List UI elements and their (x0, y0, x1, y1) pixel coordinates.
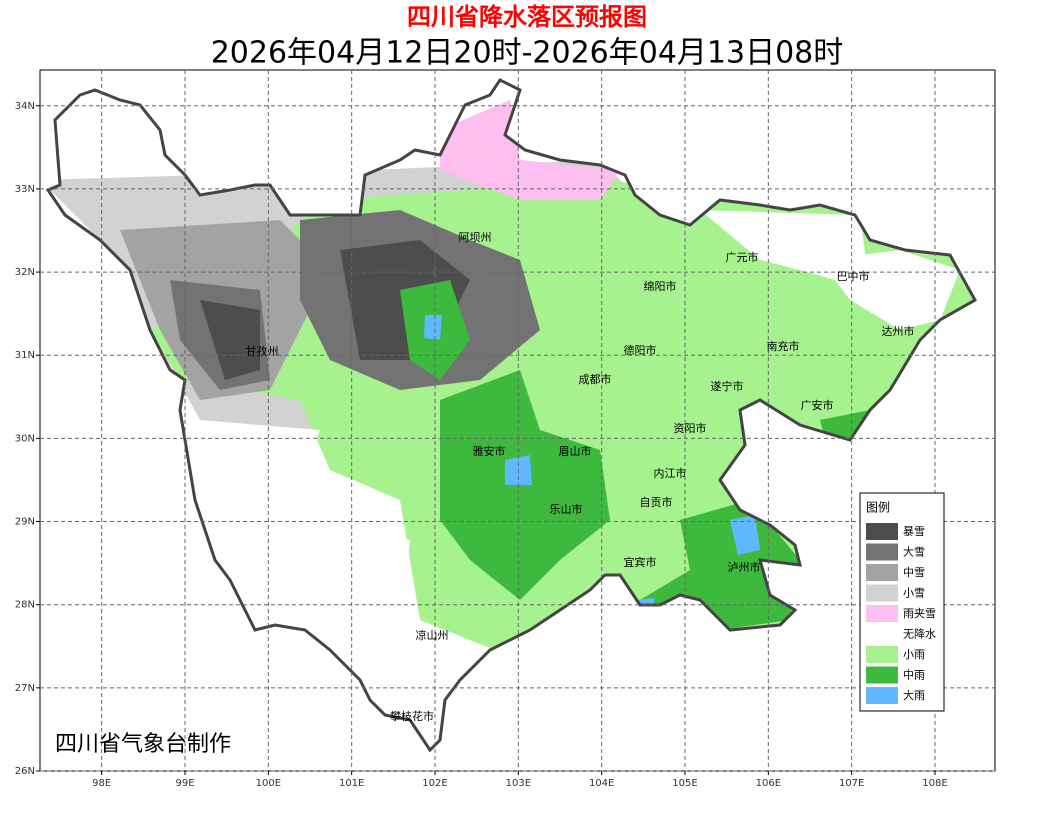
city-label: 成都市 (579, 372, 612, 386)
city-label: 甘孜州 (246, 344, 279, 358)
x-tick-label: 99E (175, 778, 194, 789)
y-tick-label: 26N (15, 766, 35, 777)
x-tick-label: 98E (92, 778, 111, 789)
legend-swatch (866, 605, 898, 622)
legend-swatch (866, 584, 898, 602)
x-tick-label: 100E (256, 778, 281, 789)
legend-label: 中雪 (903, 566, 925, 579)
city-label: 绵阳市 (644, 279, 677, 293)
legend-label: 中雨 (903, 669, 925, 682)
city-label: 达州市 (882, 324, 915, 338)
y-tick-label: 30N (15, 433, 35, 444)
y-tick-label: 32N (15, 267, 35, 278)
city-label: 内江市 (654, 466, 687, 480)
city-label: 巴中市 (837, 269, 870, 283)
legend-swatch (866, 543, 898, 561)
city-label: 乐山市 (550, 502, 583, 516)
legend-swatch (866, 523, 898, 540)
x-tick-label: 107E (839, 778, 864, 789)
x-tick-label: 103E (506, 778, 531, 789)
legend-swatch (866, 564, 898, 581)
x-tick-label: 104E (589, 778, 614, 789)
legend-label: 大雨 (903, 688, 925, 702)
legend-label: 大雪 (903, 545, 925, 559)
y-tick-label: 34N (15, 101, 35, 112)
x-tick-label: 101E (339, 778, 364, 789)
x-tick-label: 105E (672, 778, 697, 789)
y-tick-label: 29N (15, 517, 35, 528)
credit: 四川省气象台制作 (55, 732, 231, 757)
city-label: 泸州市 (728, 560, 761, 574)
y-tick-label: 31N (15, 350, 35, 361)
y-tick-label: 27N (15, 683, 35, 694)
legend-swatch (866, 646, 898, 663)
city-label: 南充市 (767, 339, 800, 353)
city-label: 资阳市 (674, 421, 707, 435)
city-label: 广元市 (726, 250, 759, 264)
map-subtitle: 2026年04月12日20时-2026年04月13日08时 (211, 36, 844, 71)
x-tick-label: 106E (756, 778, 781, 789)
map-title: 四川省降水落区预报图 (407, 3, 647, 31)
legend-label: 无降水 (903, 627, 936, 641)
city-label: 凉山州 (416, 628, 449, 642)
legend-swatch (866, 687, 898, 704)
legend-swatch (866, 625, 898, 643)
city-label: 眉山市 (559, 444, 592, 458)
city-label: 宜宾市 (624, 555, 657, 569)
legend-title: 图例 (866, 501, 890, 515)
city-label: 攀枝花市 (390, 709, 434, 723)
city-label: 遂宁市 (711, 379, 744, 393)
city-label: 广安市 (801, 398, 834, 412)
city-label: 雅安市 (473, 444, 506, 458)
y-tick-label: 33N (15, 184, 35, 195)
legend-label: 暴雪 (903, 525, 925, 538)
x-tick-label: 102E (422, 778, 447, 789)
city-label: 阿坝州 (459, 230, 492, 244)
legend-label: 小雨 (903, 648, 925, 661)
y-tick-label: 28N (15, 600, 35, 611)
legend-label: 小雪 (903, 587, 925, 600)
city-label: 德阳市 (624, 343, 657, 357)
city-label: 自贡市 (640, 495, 673, 509)
x-tick-label: 108E (922, 778, 947, 789)
legend-label: 雨夹雪 (903, 607, 936, 620)
legend-swatch (866, 666, 898, 684)
